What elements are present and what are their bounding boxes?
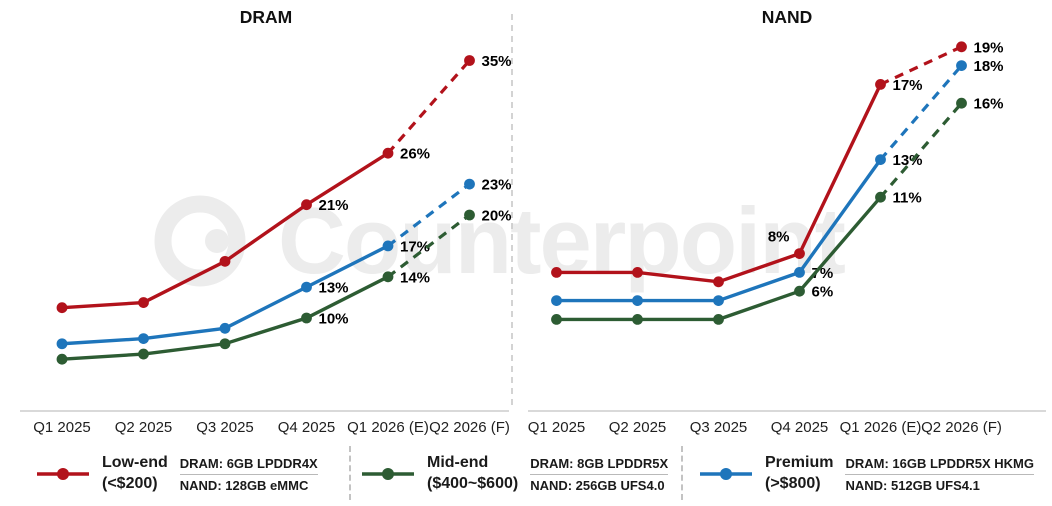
legend-marker-premium (700, 468, 752, 480)
data-point-label: 14% (400, 269, 430, 286)
data-point (632, 314, 643, 325)
data-point (551, 267, 562, 278)
legend-item-mid-end: Mid-end ($400~$600) DRAM: 8GB LPDDR5X NA… (361, 446, 669, 502)
legend-divider (349, 446, 351, 500)
data-point (632, 267, 643, 278)
data-point-label: 18% (974, 58, 1004, 75)
x-tick-label: Q1 2025 (33, 419, 91, 436)
legend: Low-end (<$200) DRAM: 6GB LPDDR4X NAND: … (0, 446, 1052, 506)
series-line-forecast (386, 59, 471, 155)
data-point (56, 302, 68, 314)
legend-range-low-end: (<$200) (102, 475, 158, 492)
legend-dram-spec-premium: DRAM: 16GB LPDDR5X HKMG (845, 456, 1034, 475)
data-point (956, 97, 967, 109)
x-tick-label: Q2 2026 (F) (429, 419, 510, 436)
data-point (56, 353, 68, 365)
legend-name-mid-end: Mid-end (427, 454, 489, 472)
legend-nand-spec-low-end: NAND: 128GB eMMC (179, 477, 309, 493)
data-point (464, 178, 475, 190)
data-point (632, 295, 643, 306)
data-point-label: 35% (482, 53, 512, 70)
legend-dram-spec-low-end: DRAM: 6GB LPDDR4X (179, 456, 318, 475)
data-point-label: 20% (482, 208, 512, 225)
legend-range-premium: (>$800) (765, 475, 821, 492)
x-tick-label: Q3 2025 (196, 419, 254, 436)
data-point-label: 21% (319, 197, 349, 214)
data-point (382, 271, 394, 283)
data-point-label: 17% (893, 77, 923, 94)
data-point-label: 26% (400, 146, 430, 163)
data-point (956, 41, 967, 53)
data-point (713, 276, 724, 288)
x-tick-label: Q1 2025 (528, 419, 586, 436)
data-point (464, 209, 475, 221)
data-point (713, 314, 724, 325)
data-point-label: 17% (400, 238, 430, 255)
data-point (219, 322, 231, 334)
data-point (56, 338, 68, 350)
data-point (301, 281, 312, 293)
data-point (464, 55, 475, 66)
x-tick-label: Q2 2025 (115, 419, 173, 436)
legend-name-low-end: Low-end (102, 454, 168, 472)
data-point (551, 295, 562, 306)
legend-nand-spec-mid-end: NAND: 256GB UFS4.0 (530, 477, 665, 493)
data-point-label: 11% (893, 190, 922, 207)
x-tick-label: Q1 2026 (E) (347, 419, 429, 436)
line-charts: Q1 2025 Q2 2025 Q3 2025 Q4 2025 Q1 2026 (E) Q… (20, 14, 1046, 436)
data-point (794, 285, 805, 297)
data-point-label: 13% (319, 280, 349, 297)
data-point-label: 16% (974, 96, 1004, 113)
legend-marker-mid-end (362, 468, 414, 480)
series-line-forecast (879, 102, 963, 199)
data-point-label: 19% (974, 39, 1004, 56)
series-line-forecast (387, 182, 471, 248)
series-line-forecast (879, 64, 963, 161)
data-point-label: 23% (482, 177, 512, 194)
legend-marker-low-end (37, 468, 89, 480)
legend-name-premium: Premium (765, 454, 834, 472)
data-point (875, 191, 886, 203)
legend-divider (681, 446, 683, 500)
nand-chart-title: NAND (761, 7, 813, 27)
data-point (138, 333, 149, 344)
data-point (138, 348, 149, 360)
legend-item-premium: Premium (>$800) DRAM: 16GB LPDDR5X HKMG … (699, 446, 1034, 502)
data-point (301, 312, 312, 324)
data-point (138, 297, 149, 308)
data-point (551, 314, 562, 325)
data-point (382, 240, 394, 252)
data-point (875, 79, 886, 90)
data-point (794, 248, 805, 259)
legend-nand-spec-premium: NAND: 512GB UFS4.1 (845, 477, 980, 493)
x-tick-label: Q2 2026 (F) (921, 419, 1002, 436)
data-point (219, 255, 231, 267)
data-point-label: 8% (768, 229, 790, 246)
data-point (875, 154, 886, 166)
x-tick-label: Q4 2025 (278, 419, 336, 436)
dram-chart: Q1 2025 Q2 2025 Q3 2025 Q4 2025 Q1 2026 (E) Q… (20, 53, 512, 436)
x-tick-label: Q2 2025 (609, 419, 667, 436)
x-tick-label: Q1 2026 (E) (840, 419, 922, 436)
data-point (219, 338, 231, 350)
dram-chart-title: DRAM (239, 7, 293, 27)
legend-dram-spec-mid-end: DRAM: 8GB LPDDR5X (530, 456, 669, 475)
data-point (301, 199, 312, 211)
data-point (382, 147, 394, 159)
legend-range-mid-end: ($400~$600) (427, 475, 519, 492)
data-point-label: 10% (319, 311, 349, 328)
data-point (794, 267, 805, 278)
legend-item-low-end: Low-end (<$200) DRAM: 6GB LPDDR4X NAND: … (36, 446, 318, 502)
x-tick-label: Q4 2025 (771, 419, 829, 436)
data-point (956, 60, 967, 71)
x-tick-label: Q3 2025 (690, 419, 748, 436)
data-point-label: 6% (812, 284, 834, 301)
data-point (713, 295, 724, 306)
series-line-forecast (387, 213, 471, 279)
nand-chart: Q1 2025 Q2 2025 Q3 2025 Q4 2025 Q1 2026 (E) Q… (528, 39, 1046, 436)
